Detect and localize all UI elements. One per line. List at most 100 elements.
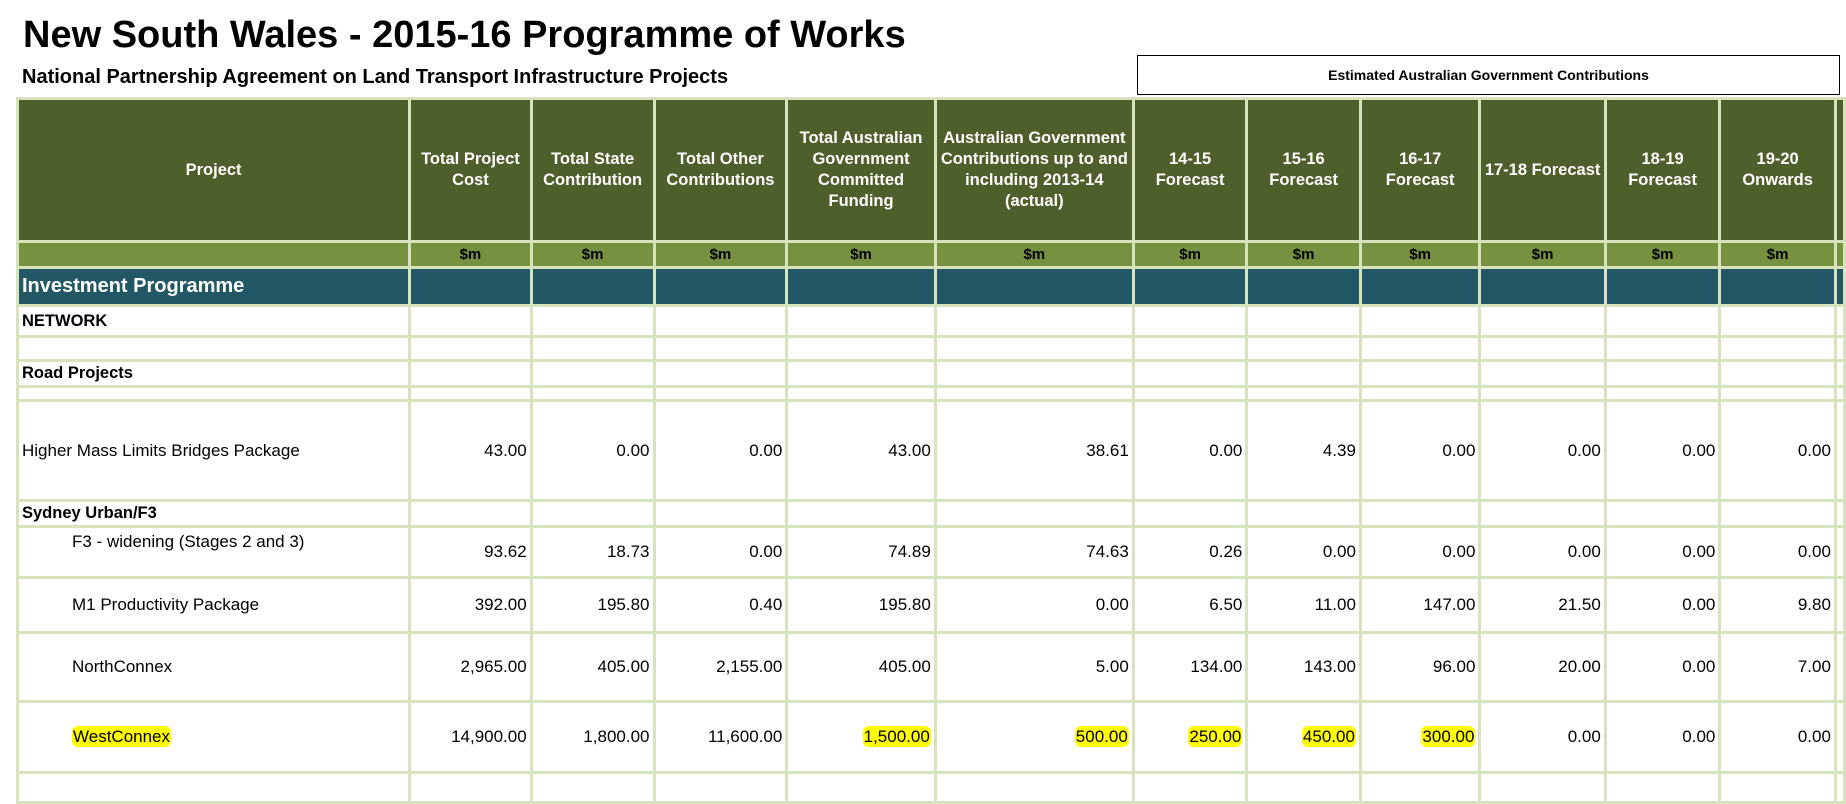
project-name: NorthConnex [15,631,412,703]
value-cell: 0.00 [1603,399,1722,502]
value-cell: 134.00 [1131,631,1249,703]
value-cell: 0.00 [652,399,789,502]
unit-cell [15,240,412,269]
unit-cell: $m [1131,240,1249,269]
value-cell: 4.39 [1245,399,1362,502]
col-header-14-15: 14-15 Forecast [1131,97,1249,243]
value-cell: 392.00 [408,576,533,634]
col-header-ag-to-2013-14: Australian Government Contributions up t… [933,97,1135,243]
value-cell: 0.00 [1718,525,1837,579]
value-cell: 74.63 [933,525,1135,579]
value-cell: 0.00 [1358,399,1482,502]
value-cell: 9.80 [1718,576,1837,634]
col-header-15-16: 15-16 Forecast [1245,97,1362,243]
value-cell: 43.00 [408,399,533,502]
unit-cell: $m [1358,240,1482,269]
unit-row: $m $m $m $m $m $m $m $m $m $m $m [15,240,1846,269]
value-cell: 195.80 [785,576,937,634]
col-header-17-18: 17-18 Forecast [1478,97,1607,243]
value-cell: 0.00 [529,399,656,502]
value-cell: 0.00 [1131,399,1249,502]
value-cell: 14,900.00 [408,700,533,774]
unit-cell: $m [1718,240,1837,269]
value-cell: 38.61 [933,399,1135,502]
value-cell: 405.00 [529,631,656,703]
table-row: M1 Productivity Package 392.00 195.80 0.… [15,576,1846,634]
col-header-total-state-contribution: Total State Contribution [529,97,656,243]
value-cell: 74.89 [785,525,937,579]
col-header-project: Project [15,97,412,243]
unit-cell: $m [1478,240,1607,269]
unit-cell: $m [529,240,656,269]
value-cell: 0.26 [1131,525,1249,579]
section-label: Investment Programme [15,266,412,307]
col-header-total-ag-committed: Total Australian Government Committed Fu… [785,97,937,243]
value-cell: 93.62 [408,525,533,579]
col-header-18-19: 18-19 Forecast [1603,97,1722,243]
table-row-highlighted: WestConnex 14,900.00 1,800.00 11,600.00 … [15,700,1846,774]
value-cell: 2,965.00 [408,631,533,703]
value-cell: 2,155.00 [652,631,789,703]
section-label: NETWORK [15,304,412,338]
project-name-highlighted: WestConnex [72,726,172,747]
page-subtitle: National Partnership Agreement on Land T… [22,66,729,88]
value-cell-highlighted: 450.00 [1301,726,1356,747]
project-name: F3 - widening (Stages 2 and 3) [15,525,412,579]
value-cell: 0.40 [652,576,789,634]
page-title: New South Wales - 2015-16 Programme of W… [23,14,906,56]
table-row: F3 - widening (Stages 2 and 3) 93.62 18.… [15,525,1846,579]
value-cell: 147.00 [1358,576,1482,634]
value-cell: 0.00 [1603,631,1722,703]
value-cell: 21.50 [1478,576,1607,634]
value-cell: 11.00 [1245,576,1362,634]
value-cell: 0.00 [1718,399,1837,502]
section-row-investment-programme: Investment Programme [15,266,1846,307]
value-cell: 11,600.00 [652,700,789,774]
blank-row [15,771,1846,804]
programme-table: Project Total Project Cost Total State C… [15,97,1846,804]
value-cell: 0.00 [1478,525,1607,579]
value-cell-highlighted: 300.00 [1421,726,1476,747]
value-cell: 143.00 [1245,631,1362,703]
value-cell: 5.00 [933,631,1135,703]
col-header-16-17: 16-17 Forecast [1358,97,1482,243]
col-header-overflow [1833,97,1846,243]
value-cell: 0.00 [933,576,1135,634]
section-row-road-projects: Road Projects [15,359,1846,388]
unit-cell: $m [785,240,937,269]
value-cell: 1,800.00 [529,700,656,774]
value-cell: 0.00 [1603,700,1722,774]
value-cell: 6.50 [1131,576,1249,634]
blank-row [15,335,1846,362]
value-cell: 0.00 [1603,576,1722,634]
unit-cell: $m [408,240,533,269]
column-header-row: Project Total Project Cost Total State C… [15,97,1846,243]
blank-row [15,385,1846,402]
value-cell: 0.00 [1478,700,1607,774]
value-cell-highlighted: 1,500.00 [862,726,931,747]
col-header-total-other-contributions: Total Other Contributions [652,97,789,243]
value-cell-highlighted: 500.00 [1074,726,1129,747]
value-cell: 0.00 [652,525,789,579]
value-cell: 0.00 [1245,525,1362,579]
col-header-total-project-cost: Total Project Cost [408,97,533,243]
value-cell: 43.00 [785,399,937,502]
project-name: Higher Mass Limits Bridges Package [15,399,412,502]
unit-cell [1833,240,1846,269]
section-label: Road Projects [15,359,412,388]
section-label: Sydney Urban/F3 [15,499,412,528]
value-cell: 7.00 [1718,631,1837,703]
value-cell: 20.00 [1478,631,1607,703]
unit-cell: $m [933,240,1135,269]
value-cell: 0.00 [1358,525,1482,579]
value-cell: 18.73 [529,525,656,579]
value-cell: 405.00 [785,631,937,703]
unit-cell: $m [1603,240,1722,269]
value-cell: 96.00 [1358,631,1482,703]
value-cell-highlighted: 250.00 [1188,726,1243,747]
value-cell: 195.80 [529,576,656,634]
section-row-network: NETWORK [15,304,1846,338]
group-header-estimated-contributions: Estimated Australian Government Contribu… [1137,55,1840,95]
table-row: Higher Mass Limits Bridges Package 43.00… [15,399,1846,502]
col-header-19-20: 19-20 Onwards [1718,97,1837,243]
